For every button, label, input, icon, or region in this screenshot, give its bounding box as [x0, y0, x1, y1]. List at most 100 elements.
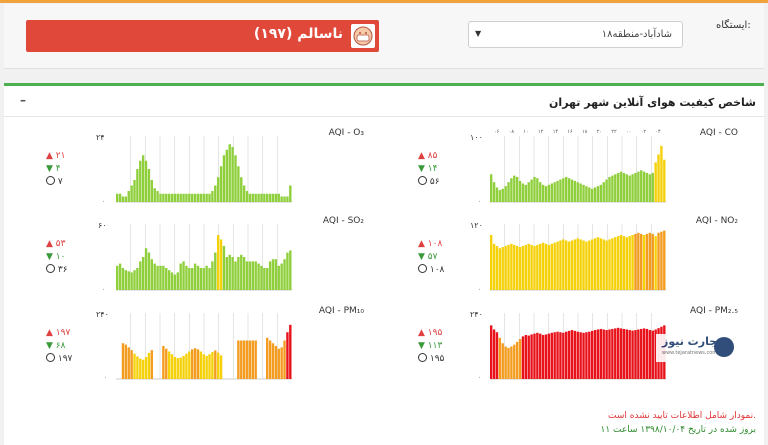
chart-bar: [651, 330, 654, 379]
chart-bar: [234, 261, 237, 290]
stat-max: ▲ ۲۱: [46, 151, 66, 161]
chart-bar: [251, 261, 254, 290]
chart-bar: [513, 344, 516, 380]
chart-bar: [579, 183, 582, 202]
chart-bar: [127, 191, 130, 202]
chart-bar: [622, 236, 626, 290]
chart-bar: [165, 348, 168, 379]
chart-title-co: AQI - CO: [699, 128, 738, 138]
chart-bar: [498, 337, 502, 379]
clock-icon: [418, 176, 427, 185]
chart-bar: [159, 265, 162, 290]
chart-bar: [605, 179, 608, 202]
chart-bar: [527, 335, 530, 379]
stat-current: ۱۹۷: [46, 353, 72, 366]
chart-bar: [582, 332, 585, 379]
clock-icon: [46, 176, 55, 185]
chart-bar: [521, 336, 525, 380]
chart-bar: [173, 193, 177, 202]
chart-bar: [524, 244, 528, 290]
chart-bar: [533, 246, 536, 290]
chart-bar: [628, 330, 631, 379]
chart-bar: [268, 261, 272, 290]
chart-bar: [642, 328, 646, 379]
chart-bar: [283, 340, 286, 379]
chart-bar: [645, 328, 649, 379]
chart-bar: [182, 261, 185, 290]
chart-so2: [116, 224, 292, 291]
chart-bar: [663, 230, 666, 290]
arrow-up-icon: ▲: [418, 239, 425, 249]
chart-bar: [590, 239, 594, 290]
chart-x-tick-label: ۱۰: [523, 129, 528, 135]
chart-bar: [536, 178, 539, 202]
chart-bar: [637, 171, 640, 202]
chart-bar: [536, 244, 539, 290]
chart-bar: [240, 340, 243, 379]
chart-bar: [599, 238, 603, 290]
station-panel: ناسالم (۱۹۷) ایستگاه: شادآباد-منطقه۱۸ ▼: [4, 4, 764, 69]
chart-bar: [492, 243, 496, 290]
chart-bar: [150, 259, 154, 290]
chart-bar: [631, 174, 634, 202]
chart-bar: [648, 232, 652, 290]
chart-bar: [590, 330, 594, 380]
chart-bar: [596, 186, 600, 202]
chart-bar: [185, 353, 188, 379]
top-accent-strip: [0, 0, 768, 3]
chart-bar: [199, 268, 203, 290]
chart-bar: [283, 196, 286, 202]
chart-bar: [515, 341, 519, 380]
chart-bar: [539, 182, 542, 202]
chart-bar: [576, 238, 579, 290]
collapse-button[interactable]: –: [20, 93, 26, 107]
chart-bar: [286, 196, 289, 202]
station-label: ایستگاه:: [716, 20, 751, 31]
chart-bar: [248, 340, 252, 379]
stat-current: ۱۰۸: [418, 264, 444, 277]
stat-current: ۱۹۵: [418, 353, 444, 366]
chart-bar: [127, 271, 130, 290]
chart-bar: [490, 174, 493, 202]
station-select[interactable]: شادآباد-منطقه۱۸ ▼: [468, 21, 683, 48]
chart-ymin-no2: ۰: [478, 286, 482, 293]
chart-bar: [660, 231, 663, 290]
stats-so2: ▲ ۵۳ ▼ ۱۰ ۳۶: [46, 238, 68, 277]
chart-bar: [130, 350, 133, 380]
chart-bar: [576, 182, 579, 202]
chart-bar: [136, 268, 139, 290]
chart-bar: [237, 257, 240, 290]
chart-bar: [179, 193, 182, 202]
chart-bar: [144, 160, 148, 202]
chart-bar: [541, 335, 545, 379]
chart-bar: [559, 179, 562, 202]
aqi-status-text: ناسالم (۱۹۷): [253, 26, 343, 42]
chart-bar: [622, 328, 626, 379]
chart-bar: [139, 160, 142, 202]
chart-bar: [590, 188, 594, 202]
chart-x-tick-label: ۱۴: [553, 129, 559, 135]
chart-bar: [208, 268, 211, 290]
chart-bar: [513, 175, 516, 202]
clock-icon: [46, 264, 55, 273]
chart-bar: [521, 183, 525, 202]
chart-bar: [657, 232, 660, 290]
chart-x-tick-label: ۲۰: [597, 129, 602, 135]
chart-bar: [498, 190, 502, 202]
chart-bar: [222, 155, 226, 202]
arrow-down-icon: ▼: [46, 164, 53, 174]
chart-bar: [608, 329, 611, 379]
chart-bar: [216, 352, 220, 379]
chart-bar: [286, 332, 289, 379]
chart-bar: [631, 330, 634, 379]
chart-bar: [167, 193, 171, 202]
chart-bar: [176, 358, 179, 379]
stat-current: ۷: [46, 176, 65, 189]
chart-title-so2: AQI - SO₂: [322, 216, 364, 226]
stat-min: ▼ ۴: [46, 164, 61, 174]
chart-bar: [245, 191, 249, 202]
panel-divider: [4, 116, 764, 117]
chart-bar: [585, 241, 588, 290]
chart-bar: [602, 182, 605, 202]
chart-bar: [141, 359, 145, 379]
